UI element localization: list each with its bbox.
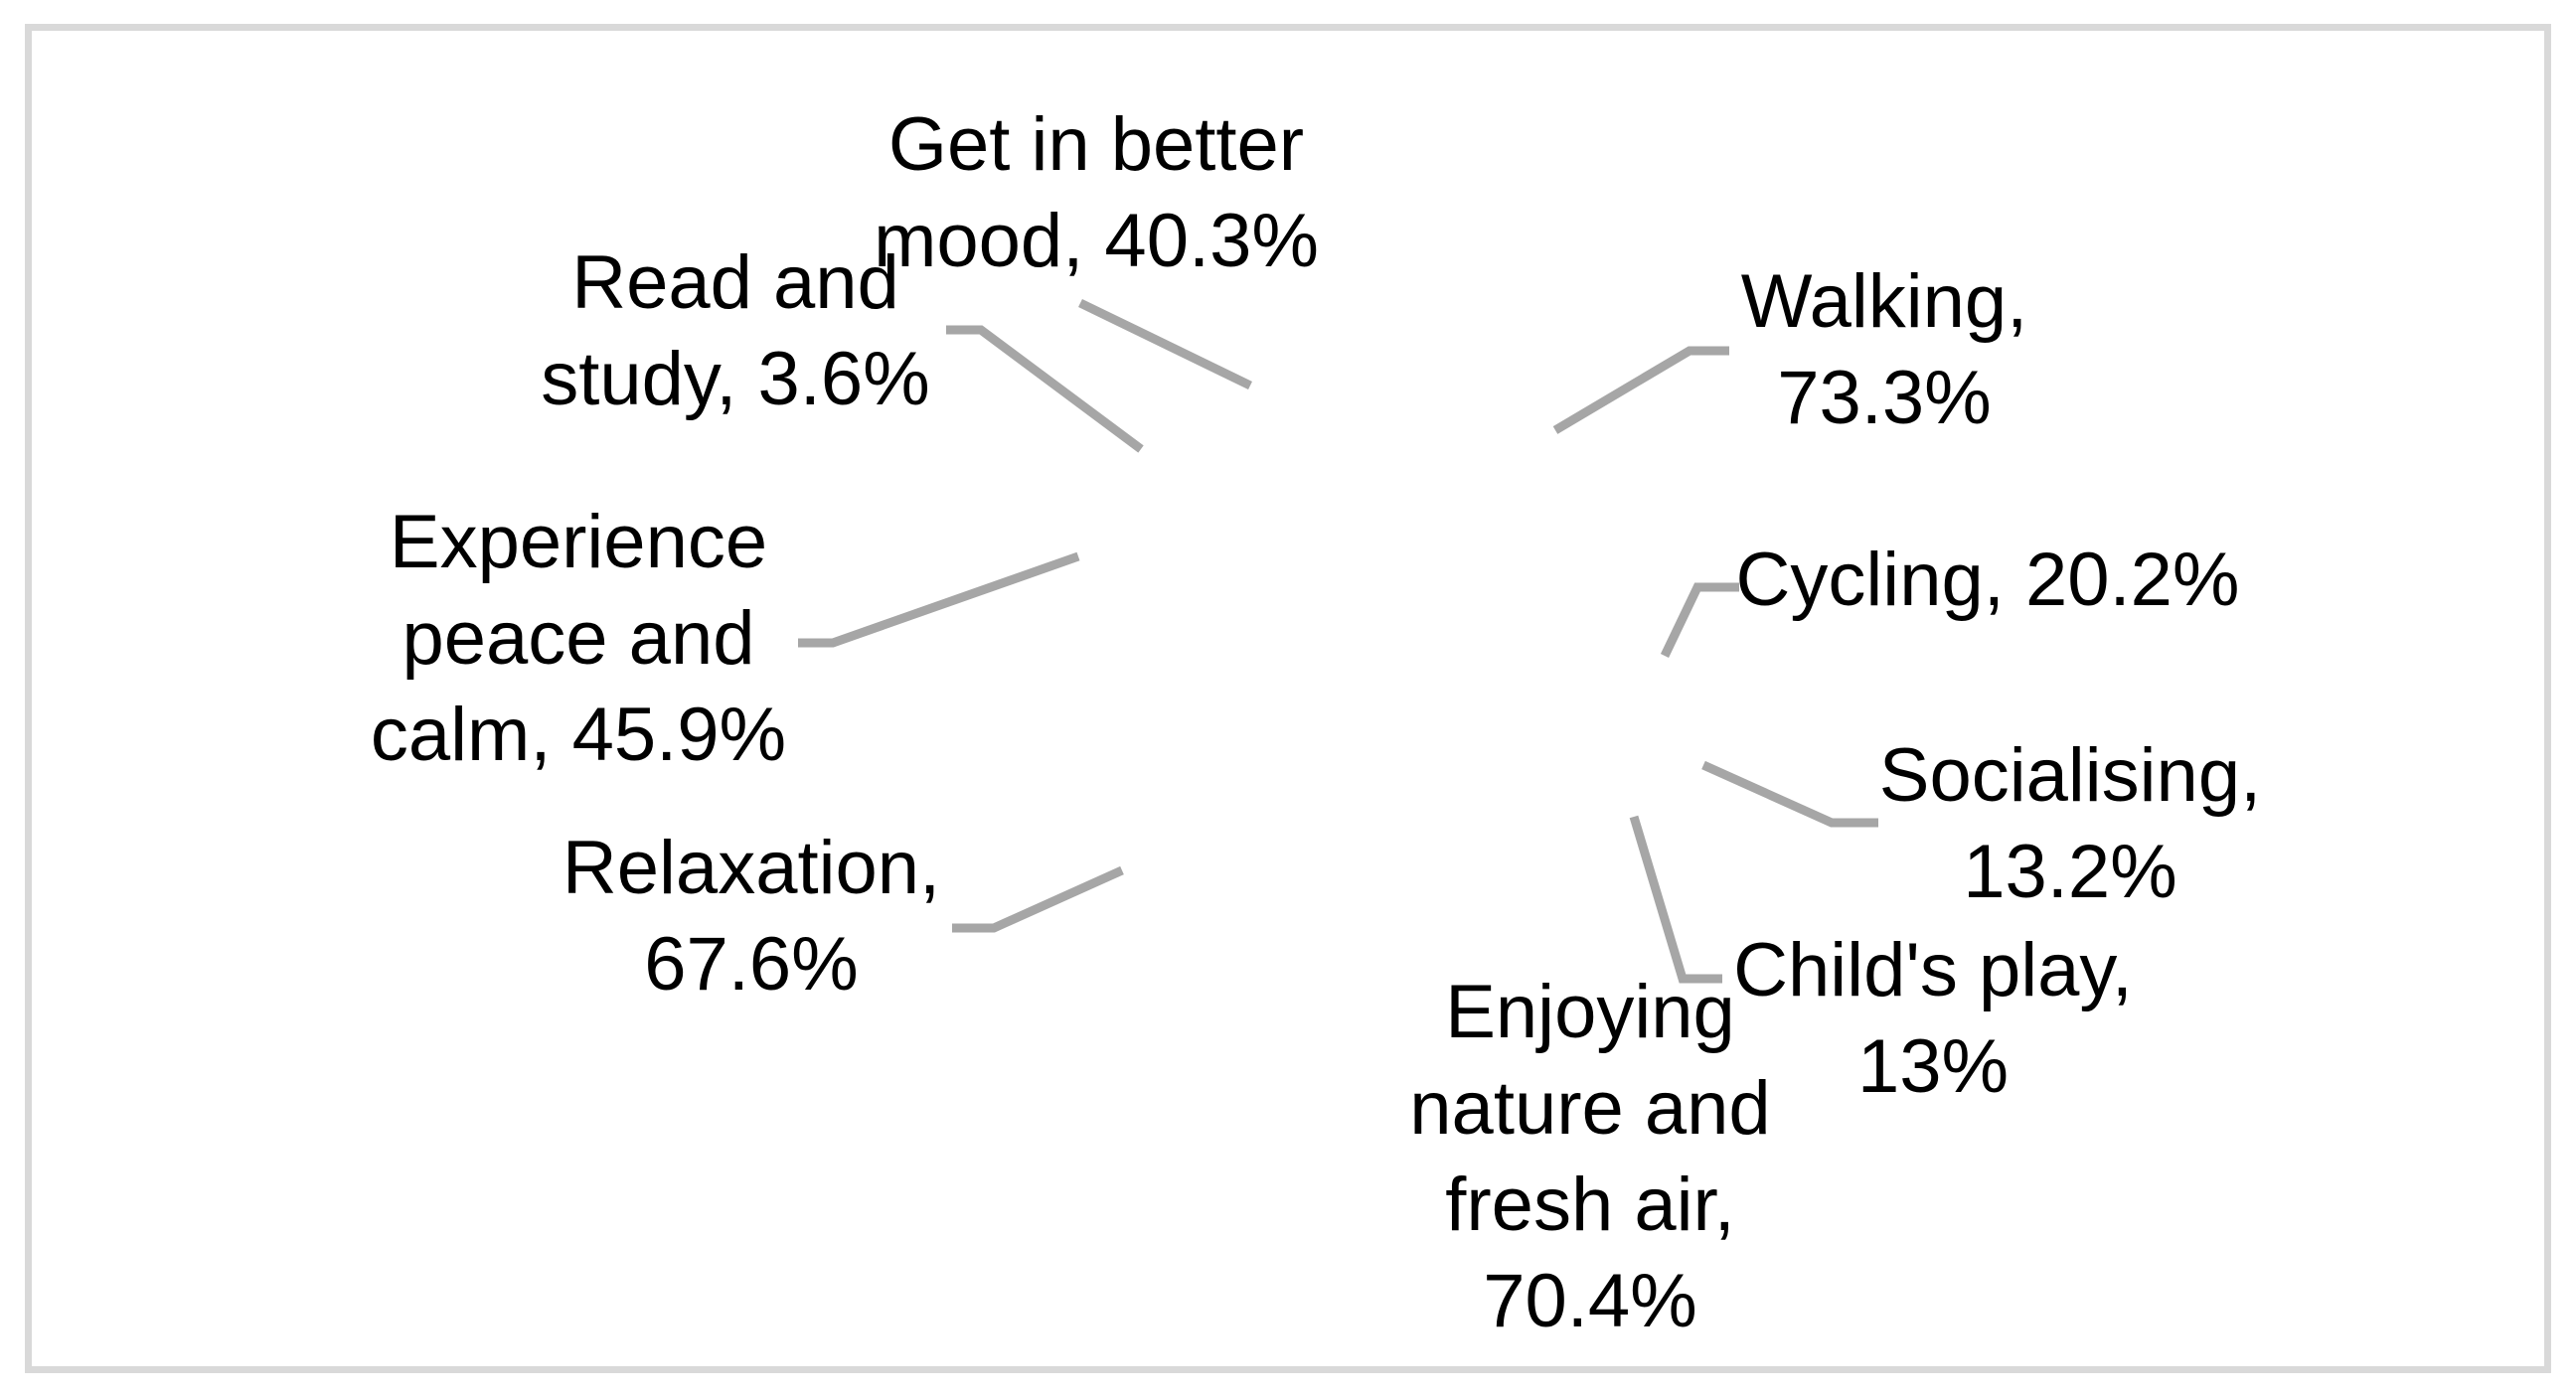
slice-walking: [1368, 370, 1660, 597]
slice-better-mood: [1162, 370, 1358, 444]
slice-cycling: [1662, 607, 1670, 709]
leader-better-mood: [1078, 298, 1252, 390]
label-socialising: Socialising, 13.2%: [1878, 733, 2262, 914]
figure-border: [25, 24, 2551, 1373]
slice-read-study: [1147, 451, 1155, 458]
leader-childs-play: [1629, 815, 1722, 984]
label-relaxation: Relaxation, 67.6%: [562, 826, 941, 1007]
label-better-mood: Get in better mood, 40.3%: [874, 102, 1319, 283]
leader-walking: [1552, 346, 1729, 434]
leader-cycling: [1660, 582, 1739, 658]
label-cycling: Cycling, 20.2%: [1735, 538, 2240, 622]
label-childs-play: Child's play, 13%: [1733, 928, 2133, 1109]
leader-socialising: [1701, 760, 1878, 828]
leader-relaxation: [952, 865, 1124, 933]
label-walking: Walking, 73.3%: [1740, 259, 2028, 440]
leader-experience-peace: [798, 551, 1080, 648]
slice-socialising: [1652, 718, 1667, 780]
label-read-study: Read and study, 3.6%: [541, 240, 930, 421]
label-experience-peace: Experience peace and calm, 45.9%: [370, 500, 787, 777]
label-enjoying-nature: Enjoying nature and fresh air, 70.4%: [1409, 970, 1771, 1343]
slice-experience-peace: [1055, 465, 1140, 689]
slice-relaxation: [1056, 698, 1269, 969]
leader-read-study: [946, 325, 1144, 453]
